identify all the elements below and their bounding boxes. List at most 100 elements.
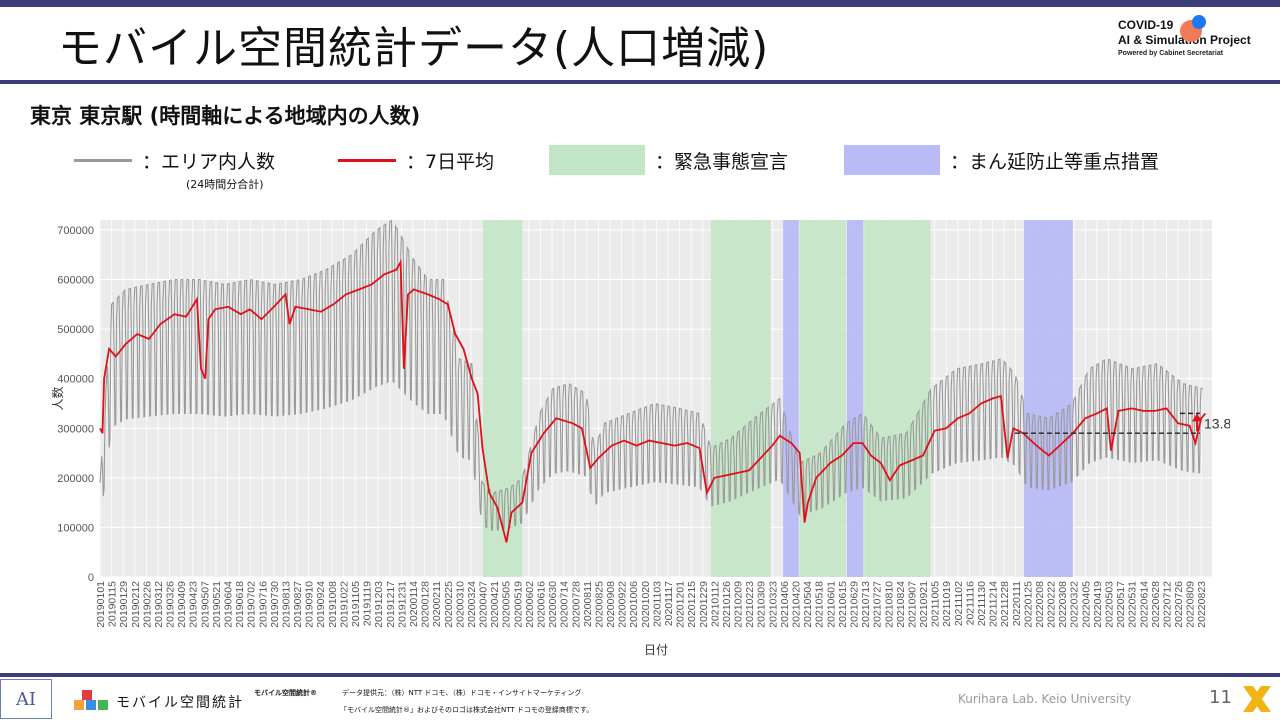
x-tick-label: 20190409 bbox=[176, 581, 188, 628]
x-tick-label: 20220405 bbox=[1080, 581, 1092, 628]
x-tick-label: 20201020 bbox=[640, 581, 652, 628]
x-tick-label: 20201117 bbox=[663, 581, 675, 626]
priority-period-band bbox=[1024, 220, 1073, 577]
y-tick-label: 300000 bbox=[57, 423, 94, 435]
legend-priority-label: ：まん延防止等重点措置 bbox=[950, 150, 1160, 173]
mobile-stats-cubes-icon bbox=[74, 690, 108, 710]
x-tick-label: 20190212 bbox=[130, 581, 142, 628]
x-tick-label: 20210504 bbox=[802, 581, 814, 628]
x-tick-label: 20201006 bbox=[628, 581, 640, 628]
legend-priority-swatch bbox=[844, 145, 940, 175]
x-tick-label: 20220628 bbox=[1150, 581, 1162, 628]
change-arrow-head bbox=[1192, 413, 1202, 422]
x-tick-label: 20210615 bbox=[837, 581, 849, 628]
title-divider bbox=[0, 80, 1280, 84]
emergency-period-band bbox=[711, 220, 771, 577]
x-tick-label: 20210601 bbox=[825, 581, 837, 628]
x-tick-label: 20200922 bbox=[617, 581, 629, 628]
legend-emergency-swatch bbox=[549, 145, 645, 175]
project-brand: COVID-19 AI & Simulation Project Powered… bbox=[1118, 15, 1278, 60]
chart-subtitle: 東京 東京駅 (時間軸による地域内の人数) bbox=[30, 104, 421, 128]
x-tick-label: 20211116 bbox=[964, 581, 976, 626]
x-tick-label: 20200407 bbox=[478, 581, 490, 628]
x-tick-label: 20210824 bbox=[895, 581, 907, 628]
x-tick-label: 20190226 bbox=[141, 581, 153, 628]
x-tick-label: 20190312 bbox=[153, 581, 165, 628]
x-tick-label: 20220517 bbox=[1115, 581, 1127, 628]
x-tick-label: 20220111 bbox=[1011, 581, 1023, 626]
x-tick-label: 20210713 bbox=[860, 581, 872, 628]
change-percent-label: 13.8% bbox=[1204, 415, 1230, 431]
x-tick-label: 20191105 bbox=[350, 581, 362, 627]
x-tick-label: 20210907 bbox=[906, 581, 918, 628]
lab-logo-icon: AI bbox=[0, 679, 52, 719]
legend-emergency-label: ：緊急事態宣言 bbox=[655, 150, 789, 173]
raw-population-series bbox=[99, 219, 1204, 532]
x-tick-label: 20200908 bbox=[605, 581, 617, 628]
x-tick-label: 20201201 bbox=[675, 581, 687, 628]
x-tick-label: 20200630 bbox=[547, 581, 559, 628]
x-tick-label: 20210323 bbox=[767, 581, 779, 628]
x-tick-label: 20200602 bbox=[524, 581, 536, 628]
page-number: 11 bbox=[1209, 687, 1232, 708]
x-tick-label: 20210420 bbox=[791, 581, 803, 628]
x-tick-label: 20190507 bbox=[199, 581, 211, 628]
x-tick-label: 20191231 bbox=[396, 581, 408, 628]
x-tick-label: 20211214 bbox=[988, 581, 1000, 627]
x-tick-label: 20190702 bbox=[246, 581, 258, 628]
x-tick-label: 20201215 bbox=[686, 581, 698, 628]
x-tick-label: 20201103 bbox=[651, 581, 663, 627]
brand-blue-dot-icon bbox=[1192, 15, 1206, 29]
brand-line-1: COVID-19 bbox=[1118, 18, 1174, 32]
x-tick-label: 20191217 bbox=[385, 581, 397, 628]
legend-raw-label: ：エリア内人数 bbox=[142, 150, 276, 173]
x-tick-label: 20210126 bbox=[721, 581, 733, 628]
legend-avg-swatch bbox=[338, 158, 396, 162]
x-tick-label: 20220322 bbox=[1069, 581, 1081, 628]
footer-lab-name: Kurihara Lab. Keio University bbox=[958, 692, 1132, 706]
legend-avg-label: ：7日平均 bbox=[406, 150, 495, 173]
x-tick-label: 20190910 bbox=[304, 581, 316, 628]
x-tick-label: 20200310 bbox=[454, 581, 466, 628]
priority-period-band bbox=[783, 220, 799, 577]
x-tick-label: 20210309 bbox=[756, 581, 768, 628]
x-tick-label: 20190827 bbox=[292, 581, 304, 628]
footer-source-line-2: 「モバイル空間統計®」およびそのロゴは株式会社NTT ドコモの登録商標です。 bbox=[340, 706, 594, 714]
x-tick-label: 20210921 bbox=[918, 581, 930, 628]
x-tick-label: 20190618 bbox=[234, 581, 246, 628]
x-tick-label: 20200211 bbox=[431, 581, 443, 627]
legend-avg: ：7日平均 bbox=[338, 145, 494, 175]
cross-logo-icon bbox=[1243, 686, 1271, 712]
x-tick-label: 20211102 bbox=[953, 581, 965, 626]
x-tick-label: 20191008 bbox=[327, 581, 339, 628]
legend-raw-swatch bbox=[74, 158, 132, 162]
legend-raw: ：エリア内人数 bbox=[74, 145, 275, 175]
y-tick-label: 0 bbox=[88, 572, 94, 584]
x-tick-label: 20210518 bbox=[814, 581, 826, 628]
x-tick-label: 20200825 bbox=[593, 581, 605, 628]
seven-day-average-series bbox=[99, 258, 1207, 543]
x-tick-label: 20220208 bbox=[1034, 581, 1046, 628]
y-tick-label: 200000 bbox=[57, 473, 94, 485]
x-tick-label: 20210727 bbox=[872, 581, 884, 628]
x-tick-label: 20220614 bbox=[1138, 581, 1150, 628]
x-tick-label: 20201229 bbox=[698, 581, 710, 628]
priority-period-band bbox=[846, 220, 864, 577]
emergency-period-band bbox=[799, 220, 847, 577]
footer-source-line-1: データ提供元：（株）NTT ドコモ、（株）ドコモ・インサイトマーケティング bbox=[342, 689, 582, 697]
x-tick-label: 20200811 bbox=[582, 581, 594, 627]
brand-line-3: Powered by Cabinet Secretariat bbox=[1118, 50, 1224, 57]
legend-emergency: ：緊急事態宣言 bbox=[549, 145, 788, 175]
x-tick-label: 20190101 bbox=[95, 581, 107, 628]
x-tick-label: 20200225 bbox=[443, 581, 455, 628]
x-tick-label: 20190423 bbox=[188, 581, 200, 628]
x-tick-label: 20210112 bbox=[709, 581, 721, 627]
x-tick-label: 20200519 bbox=[512, 581, 524, 628]
legend-raw-note: (24時間分合計) bbox=[186, 178, 264, 191]
y-axis-title: 人数 bbox=[50, 386, 65, 410]
y-tick-label: 400000 bbox=[57, 374, 94, 386]
x-tick-label: 20220419 bbox=[1092, 581, 1104, 628]
y-tick-label: 700000 bbox=[57, 225, 94, 237]
x-tick-label: 20211019 bbox=[941, 581, 953, 627]
x-tick-label: 20210223 bbox=[744, 581, 756, 628]
